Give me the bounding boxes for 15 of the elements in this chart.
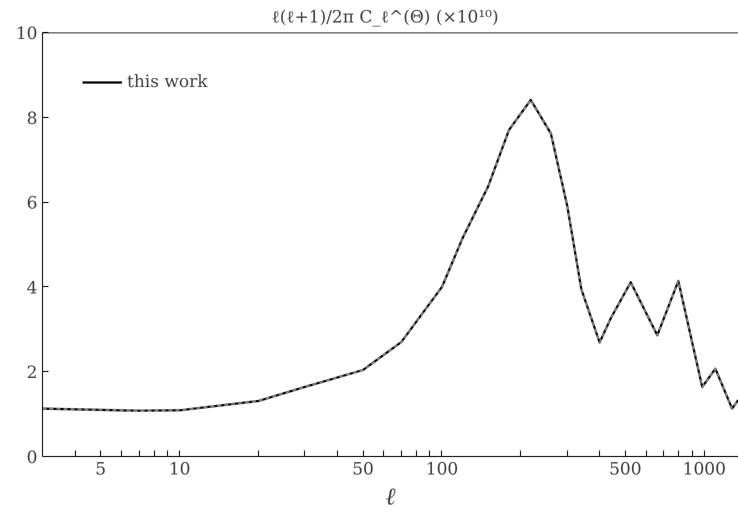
legend-label: this work	[127, 72, 208, 92]
y-tick-label: 0	[26, 448, 38, 468]
x-tick-label: 500	[609, 460, 642, 480]
y-tick-label: 4	[26, 278, 38, 298]
x-tick-label: 100	[426, 460, 458, 480]
x-tick-label: 1000	[682, 460, 726, 480]
y-tick-label: 6	[26, 194, 38, 214]
x-tick-label: 10	[168, 460, 190, 480]
x-tick-label: 50	[352, 460, 374, 480]
y-tick-label: 8	[26, 108, 38, 129]
y-tick-label: 2	[26, 363, 38, 384]
x-axis-title: ℓ	[386, 482, 396, 510]
chart-title: ℓ(ℓ+1)/2π C_ℓ^(Θ) (×10¹⁰)	[272, 8, 499, 28]
x-tick-label: 5	[95, 460, 106, 480]
y-tick-label: 10	[16, 24, 38, 44]
